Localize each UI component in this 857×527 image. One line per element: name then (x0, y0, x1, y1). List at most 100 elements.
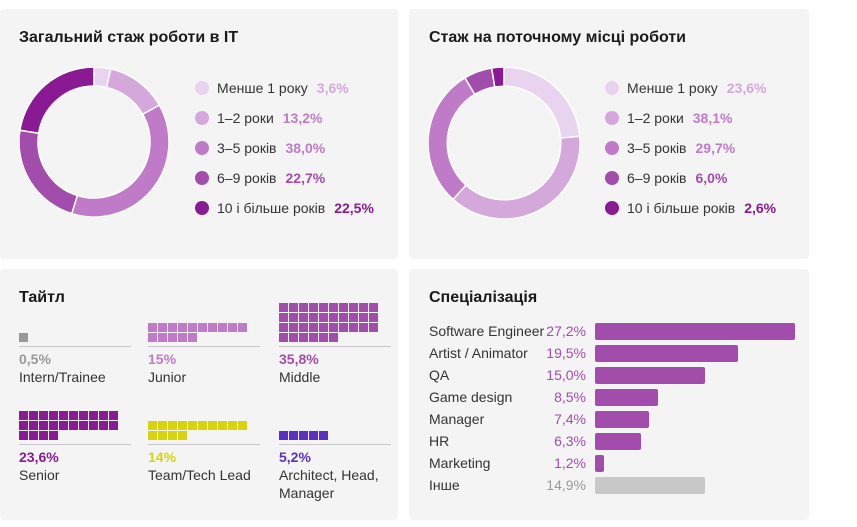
title-item: 14% Team/Tech Lead (148, 403, 260, 484)
spec-value: 14,9% (546, 477, 586, 493)
legend-dot (605, 141, 619, 155)
title-square (319, 431, 328, 440)
legend-value: 38,1% (692, 110, 733, 126)
legend-item: 10 і більше років 2,6% (605, 193, 776, 223)
title-square (69, 421, 78, 430)
title-square (339, 313, 348, 322)
title-square (19, 411, 28, 420)
title-square (289, 333, 298, 342)
title-percent: 35,8% (279, 351, 319, 367)
legend-item: 6–9 років 6,0% (605, 163, 776, 193)
title-square (29, 431, 38, 440)
spec-value: 8,5% (554, 389, 586, 405)
legend-dot (605, 201, 619, 215)
title-square (148, 333, 157, 342)
title-square (99, 411, 108, 420)
donut-slice (70, 104, 169, 217)
specialization-card: Спеціалізація Software Engineer 27,2% Arti… (409, 269, 809, 520)
title-square (369, 313, 378, 322)
title-name: Senior (19, 467, 60, 483)
title-square (289, 303, 298, 312)
title-square (289, 313, 298, 322)
legend-value: 13,2% (282, 110, 323, 126)
title-square (168, 333, 177, 342)
spec-bar (595, 454, 604, 472)
legend-item: 10 і більше років 22,5% (195, 193, 374, 223)
spec-label: QA (429, 367, 450, 383)
legend-dot (195, 141, 209, 155)
spec-row: QA 15,0% (429, 364, 809, 386)
title-square (29, 421, 38, 430)
title-square (158, 431, 167, 440)
title-square (238, 421, 247, 430)
donut-slice (428, 76, 476, 201)
total-experience-card: Загальний стаж роботи в IT Менше 1 року 3… (0, 9, 398, 259)
legend-dot (605, 111, 619, 125)
legend-value: 29,7% (695, 140, 736, 156)
spec-value: 27,2% (546, 323, 586, 339)
title-square (349, 313, 358, 322)
title-square (158, 333, 167, 342)
legend-item: 3–5 років 29,7% (605, 133, 776, 163)
legend-label: Менше 1 року (217, 80, 308, 96)
legend-label: Менше 1 року (627, 80, 718, 96)
legend-value: 6,0% (695, 170, 728, 186)
legend-label: 6–9 років (627, 170, 687, 186)
title-square (89, 411, 98, 420)
title-square (198, 323, 207, 332)
titles-card: Тайтл 0,5% Intern/Trainee 15% Junior 35,8% Mi… (0, 269, 398, 520)
title-item: 5,2% Architect, Head, Manager (279, 403, 391, 502)
title-square (319, 333, 328, 342)
title-square (49, 411, 58, 420)
spec-value: 6,3% (554, 433, 586, 449)
spec-row: Game design 8,5% (429, 386, 809, 408)
spec-label: Manager (429, 411, 485, 427)
legend-label: 1–2 роки (627, 110, 684, 126)
title-square (289, 431, 298, 440)
legend-dot (605, 171, 619, 185)
title-square (188, 333, 197, 342)
title-square (158, 323, 167, 332)
title-percent: 23,6% (19, 449, 59, 465)
legend-label: 3–5 років (217, 140, 277, 156)
donut-slice (19, 67, 95, 135)
title-square (339, 303, 348, 312)
title-name: Team/Tech Lead (148, 467, 251, 483)
title-square (198, 421, 207, 430)
title-square (178, 421, 187, 430)
title-square (299, 431, 308, 440)
donut-slice (503, 67, 580, 139)
title-square (79, 411, 88, 420)
legend-item: 1–2 роки 38,1% (605, 103, 776, 133)
current-experience-donut (428, 67, 580, 219)
title-square (279, 323, 288, 332)
title-square (49, 421, 58, 430)
title-square (178, 323, 187, 332)
title-square (59, 411, 68, 420)
title-square (349, 303, 358, 312)
spec-bar (595, 388, 658, 406)
title-square (148, 323, 157, 332)
legend-dot (195, 81, 209, 95)
titles-title: Тайтл (19, 289, 65, 306)
current-experience-card: Стаж на поточному місці роботи Менше 1 р… (409, 9, 809, 259)
specialization-title: Спеціалізація (429, 289, 538, 306)
spec-value: 15,0% (546, 367, 586, 383)
title-square (19, 421, 28, 430)
title-square (329, 313, 338, 322)
current-experience-legend: Менше 1 року 23,6% 1–2 роки 38,1% 3–5 років 2… (605, 73, 776, 223)
title-square (309, 313, 318, 322)
donut-slice (105, 68, 161, 116)
title-square (279, 313, 288, 322)
spec-row: Manager 7,4% (429, 408, 809, 430)
spec-label: HR (429, 433, 450, 449)
title-square (309, 333, 318, 342)
title-square (218, 421, 227, 430)
spec-row: Інше 14,9% (429, 474, 809, 496)
title-square (319, 303, 328, 312)
title-square (59, 421, 68, 430)
title-square (39, 421, 48, 430)
title-square (329, 303, 338, 312)
title-squares (148, 305, 260, 347)
title-square (19, 333, 28, 342)
